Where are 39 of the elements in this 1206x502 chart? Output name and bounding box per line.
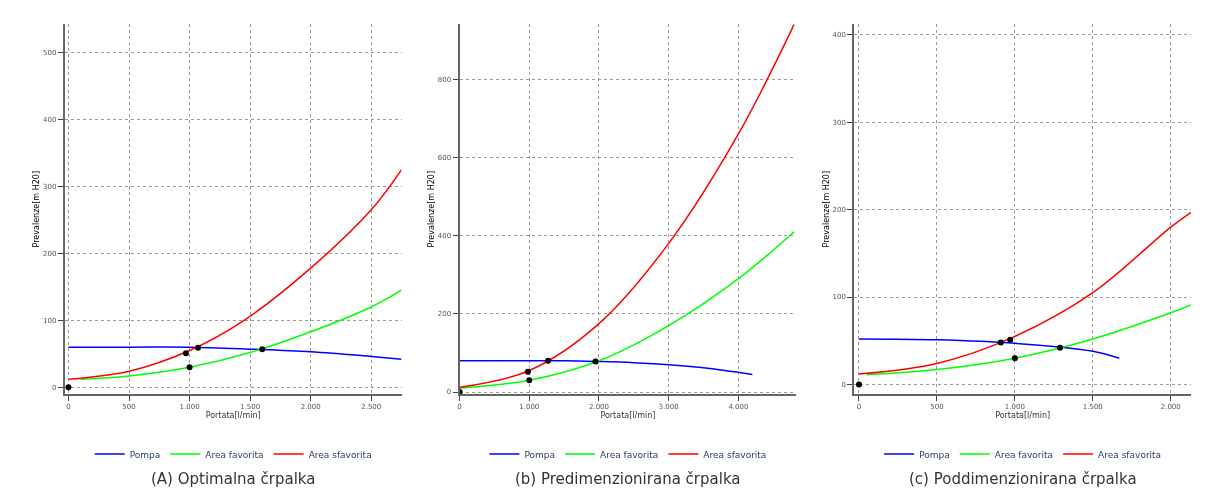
point [259,346,266,353]
legend-label: Area sfavorita [1098,449,1162,460]
legend-label: Area favorita [994,449,1054,460]
line-series [858,338,1121,359]
point [545,357,552,364]
line-series [459,359,754,376]
legend-label: Area favorita [205,449,264,460]
legend-label: Area favorita [600,449,659,460]
legend-label: Pompa [919,449,950,460]
line-series [67,168,402,381]
x-axis-title: Portata[l/min] [205,411,261,421]
point [855,381,862,388]
line-series [866,304,1191,376]
point [997,339,1004,346]
point [1011,355,1018,362]
y-axis-title: Prevalenze[m H20] [821,170,831,248]
y-axis-title: Prevalenze[m H20] [426,170,436,248]
point [65,384,72,391]
x-axis-title: Portata[l/min] [995,411,1051,421]
legend-label: Pompa [524,449,556,460]
line-series [67,346,402,360]
point [1007,336,1014,343]
point [186,364,193,371]
point [592,358,599,365]
x-axis-title: Portata[l/min] [600,411,656,421]
point [1057,344,1064,351]
legend-label: Area sfavorita [703,449,767,460]
legend-label: Pompa [129,449,161,460]
y-axis-title: Prevalenze[m H20] [32,170,42,248]
point [526,377,533,384]
line-series [858,211,1191,375]
text: (c) Poddimenzionirana črpalka [909,470,1137,488]
line-series [79,289,402,381]
text: (b) Predimenzionirana črpalka [515,470,741,488]
point [182,350,189,357]
legend-label: Area sfavorita [308,449,372,460]
point [195,344,202,351]
point [524,368,531,375]
text: (A) Optimalna črpalka [151,470,316,488]
